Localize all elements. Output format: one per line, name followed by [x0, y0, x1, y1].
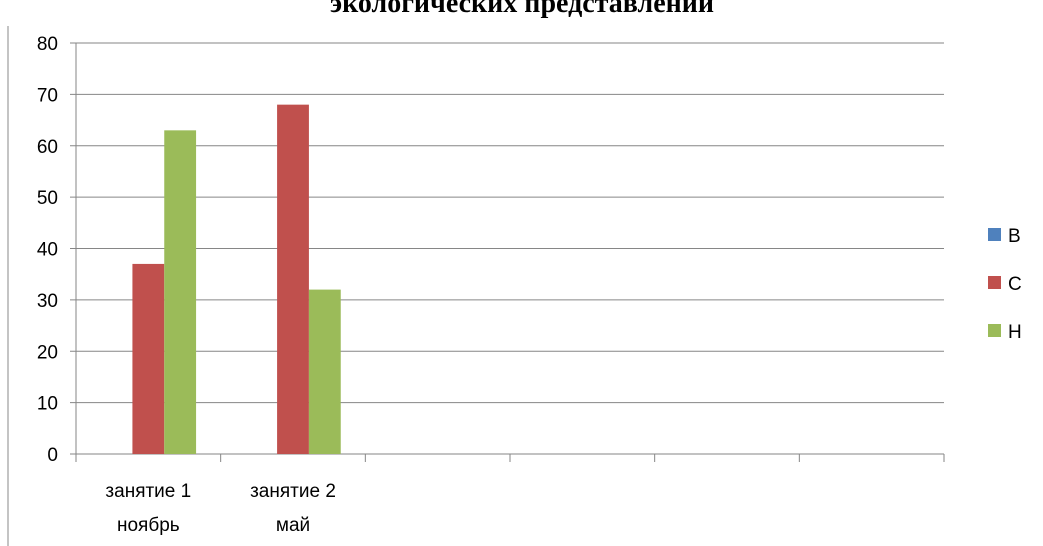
y-tick-label: 30 [37, 291, 58, 312]
x-axis [75, 453, 945, 462]
category-label: занятие 2 [250, 481, 336, 502]
legend-label: С [1008, 274, 1022, 295]
chart-title: экологических представлений [330, 0, 715, 19]
y-tick-label: 80 [37, 34, 58, 55]
y-tick-label: 70 [37, 85, 58, 106]
category-label: май [276, 515, 310, 536]
bar-С [277, 104, 309, 455]
x-axis-categories: занятие 1 ноябрь занятие 2 май [105, 481, 335, 536]
y-tick-label: 10 [37, 394, 58, 415]
gridlines [70, 42, 944, 455]
bar-С [132, 263, 165, 454]
bar-Н [164, 130, 197, 454]
y-tick-label: 60 [37, 137, 58, 158]
category-label: ноябрь [117, 515, 180, 536]
y-axis-ticks: 0 10 20 30 40 50 60 70 80 [37, 34, 58, 466]
legend-swatch [988, 228, 1001, 241]
y-tick-label: 50 [37, 188, 58, 209]
y-tick-label: 40 [37, 240, 58, 261]
y-tick-label: 20 [37, 342, 58, 363]
y-tick-label: 0 [47, 445, 58, 466]
legend-swatch [988, 324, 1001, 337]
legend-swatch [988, 276, 1001, 289]
legend: В С Н [988, 226, 1022, 343]
legend-label: Н [1008, 322, 1022, 343]
category-label: занятие 1 [105, 481, 191, 502]
bar-Н [308, 289, 341, 454]
bars [132, 104, 341, 455]
legend-label: В [1008, 226, 1021, 247]
